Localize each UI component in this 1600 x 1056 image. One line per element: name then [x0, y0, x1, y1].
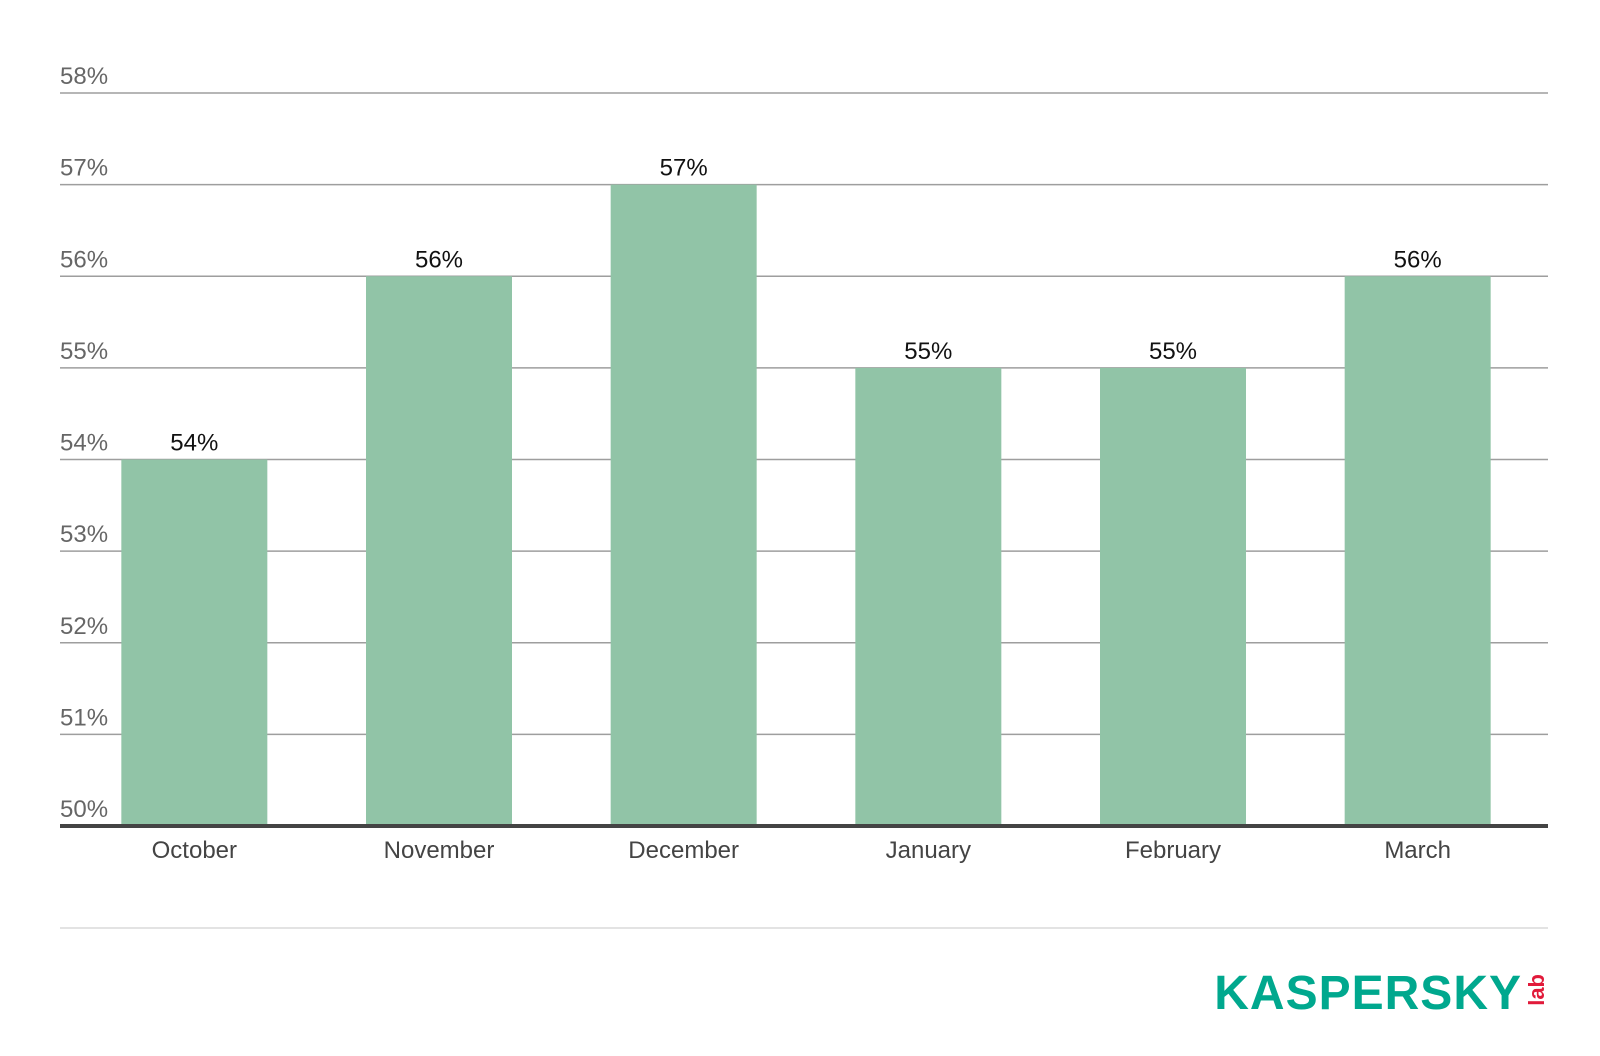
bar [1100, 367, 1246, 826]
y-tick-label: 52% [60, 613, 108, 640]
bar [1344, 276, 1491, 826]
y-tick-label: 58% [60, 63, 108, 90]
bars [121, 184, 1491, 826]
data-label: 55% [904, 338, 952, 365]
y-tick-label: 56% [60, 246, 108, 273]
x-tick-label: November [384, 837, 495, 864]
x-tick-label: October [152, 837, 237, 864]
y-tick-label: 53% [60, 521, 108, 548]
bar [610, 184, 757, 826]
logo-wordmark: KASPERSKY [1214, 967, 1522, 1020]
x-tick-label: January [886, 837, 971, 864]
x-tick-label: December [628, 837, 739, 864]
x-tick-label: March [1384, 837, 1451, 864]
grid-lines [60, 92, 1548, 736]
y-tick-label: 50% [60, 796, 108, 823]
y-tick-label: 54% [60, 430, 108, 457]
y-tick-label: 57% [60, 155, 108, 182]
footer-divider [60, 927, 1548, 929]
bar-chart: 50% 51% 52% 53% 54% 55% 56% 57% 58% 54% October 56%… [60, 63, 1548, 864]
data-label: 56% [1394, 246, 1442, 273]
data-label: 56% [415, 246, 463, 273]
kaspersky-lab-logo: KASPERSKY lab [1214, 967, 1549, 1020]
labels: 50% 51% 52% 53% 54% 55% 56% 57% 58% 54% October 56%… [60, 63, 1548, 864]
x-tick-label: February [1125, 837, 1221, 864]
logo-lab-suffix: lab [1524, 974, 1549, 1006]
bar [366, 276, 512, 826]
bar [121, 459, 268, 826]
data-label: 57% [660, 155, 708, 182]
data-label: 55% [1149, 338, 1197, 365]
y-tick-label: 51% [60, 704, 108, 731]
bar [855, 367, 1002, 826]
data-label: 54% [170, 430, 218, 457]
y-tick-label: 55% [60, 338, 108, 365]
